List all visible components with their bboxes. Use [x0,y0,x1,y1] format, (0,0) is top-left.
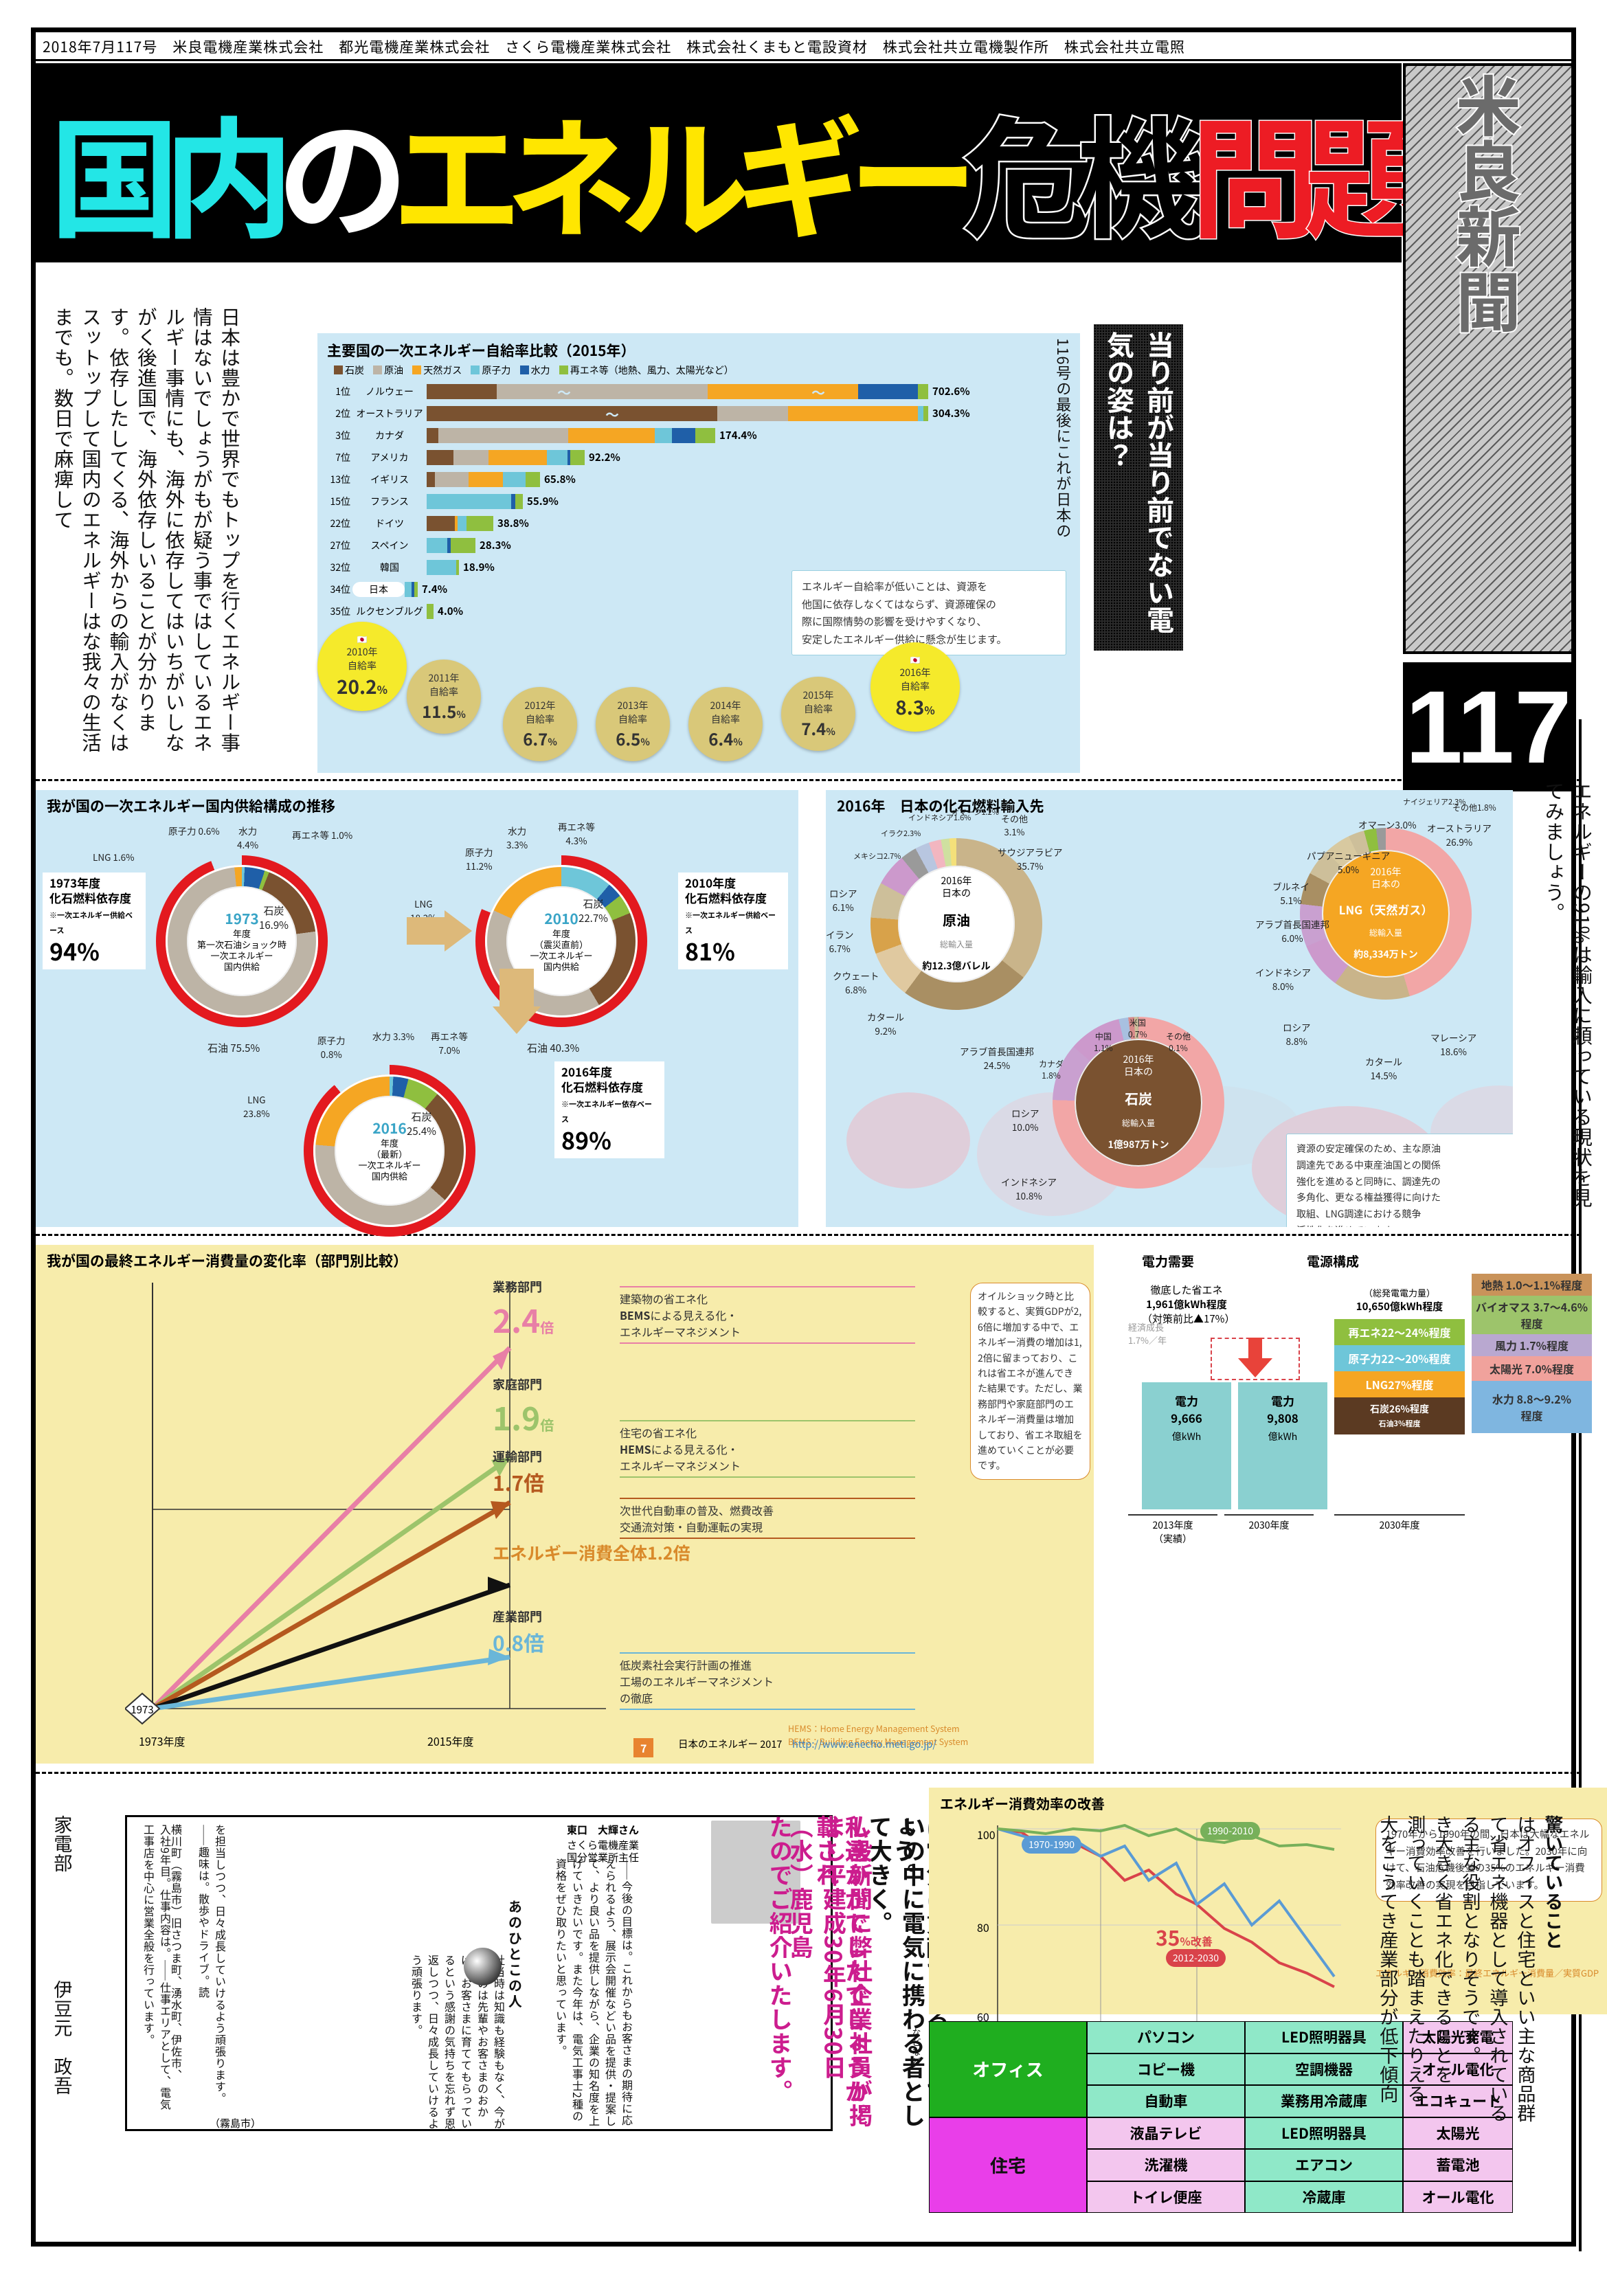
svg-text:80: 80 [977,1919,989,1935]
svg-text:1973: 1973 [131,1702,153,1717]
svg-text:100: 100 [977,1826,996,1843]
